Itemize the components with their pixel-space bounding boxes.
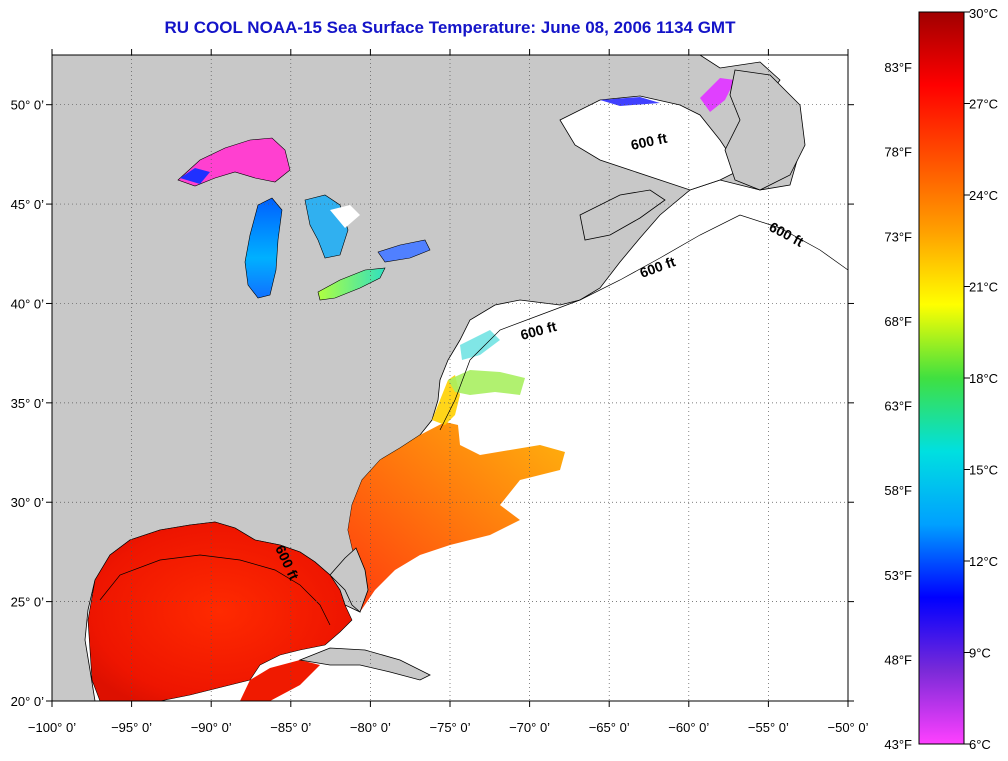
cuba (298, 647, 431, 681)
nova-scotia (579, 189, 666, 241)
lon-tick-label: −65° 0’ (589, 720, 630, 735)
st-lawrence-water (559, 95, 741, 191)
lon-tick-label: −80° 0’ (350, 720, 391, 735)
lon-tick-label: −90° 0’ (191, 720, 232, 735)
lake-superior-cold (180, 168, 210, 184)
florida (329, 547, 369, 613)
celsius-label: 24°C (969, 188, 998, 203)
newfoundland (724, 69, 806, 191)
lat-tick-label: 50° 0’ (11, 98, 45, 113)
fahrenheit-label: 63°F (884, 399, 912, 414)
labrador-pink-water (700, 78, 735, 112)
lake-ontario (377, 239, 431, 263)
shelf-green-sst (448, 370, 525, 395)
lat-tick-label: 45° 0’ (11, 197, 45, 212)
celsius-label: 30°C (969, 6, 998, 21)
lon-tick-label: −70° 0’ (509, 720, 550, 735)
labrador-cold-water (600, 97, 660, 106)
axis-ticks (46, 49, 854, 707)
shelf-cyan-sst (460, 330, 500, 360)
lake-huron-white (330, 205, 360, 228)
celsius-label: 15°C (969, 463, 998, 478)
celsius-label: 9°C (969, 646, 991, 661)
fahrenheit-label: 53°F (884, 568, 912, 583)
lon-tick-labels: −100° 0’ −95° 0’ −90° 0’ −85° 0’ −80° 0’ −75°… (28, 720, 869, 735)
lat-tick-labels: 20° 0’ 25° 0’ 30° 0’ 35° 0’ 40° 0’ 45° 0’ 50° … (11, 98, 45, 709)
map-title: RU COOL NOAA-15 Sea Surface Temperature:… (164, 18, 736, 37)
contour-600ft-gulf (99, 554, 331, 626)
lake-erie (317, 267, 386, 301)
fahrenheit-label: 58°F (884, 483, 912, 498)
fahrenheit-label: 78°F (884, 145, 912, 160)
fahrenheit-label: 73°F (884, 229, 912, 244)
lon-tick-label: −50° 0’ (828, 720, 869, 735)
celsius-label: 27°C (969, 97, 998, 112)
lon-tick-label: −100° 0’ (28, 720, 76, 735)
celsius-label: 6°C (969, 737, 991, 752)
lon-tick-label: −60° 0’ (668, 720, 709, 735)
lat-tick-label: 30° 0’ (11, 495, 45, 510)
fahrenheit-label: 48°F (884, 652, 912, 667)
gulf-stream-sst (348, 422, 565, 612)
gulf-of-mexico-sst (87, 521, 353, 701)
lat-tick-label: 35° 0’ (11, 396, 45, 411)
contour-label-1: 600 ft (629, 130, 668, 153)
grid (52, 55, 848, 701)
lake-michigan (244, 197, 283, 299)
lat-tick-label: 20° 0’ (11, 694, 45, 709)
colorbar-labels: 30°C 27°C 24°C 21°C 18°C 15°C 12°C 9°C 6°C 83°F 78… (884, 6, 998, 752)
lat-tick-label: 40° 0’ (11, 296, 45, 311)
colorbar-scale (918, 11, 965, 745)
fahrenheit-label: 83°F (884, 60, 912, 75)
lon-tick-label: −75° 0’ (430, 720, 471, 735)
contour-600ft-atlantic (439, 214, 848, 431)
lon-tick-label: −95° 0’ (111, 720, 152, 735)
caribbean-sst (240, 660, 320, 701)
lon-tick-label: −55° 0’ (748, 720, 789, 735)
fahrenheit-label: 68°F (884, 314, 912, 329)
fahrenheit-label: 43°F (884, 737, 912, 752)
celsius-label: 21°C (969, 280, 998, 295)
lon-tick-label: −85° 0’ (270, 720, 311, 735)
lat-tick-label: 25° 0’ (11, 595, 45, 610)
celsius-label: 18°C (969, 371, 998, 386)
celsius-label: 12°C (969, 554, 998, 569)
